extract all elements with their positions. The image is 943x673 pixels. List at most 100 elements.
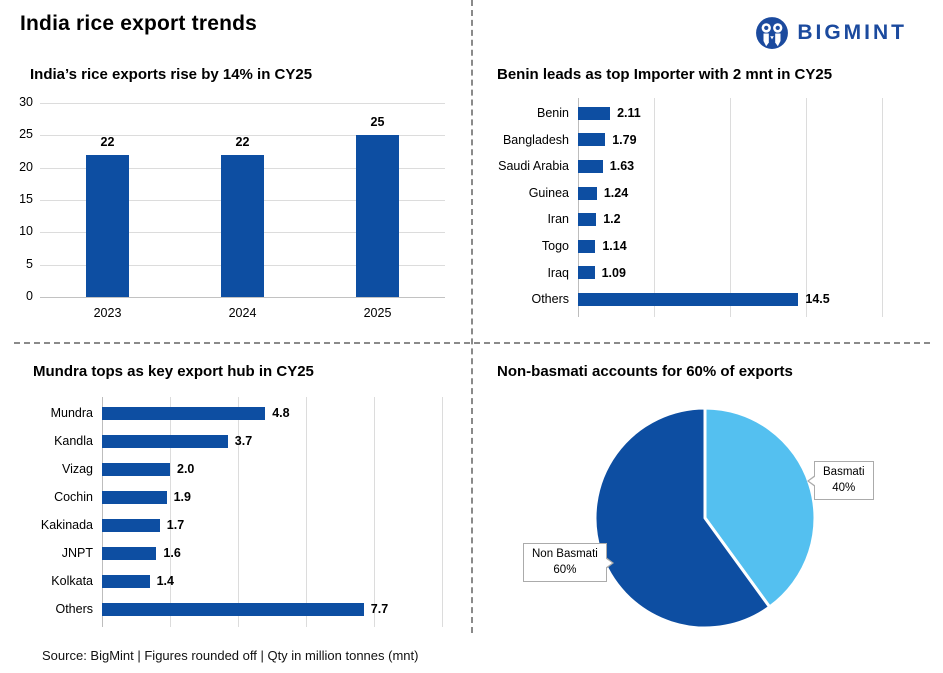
bar-value-label: 1.79 (612, 132, 637, 147)
vertical-divider (471, 0, 473, 633)
bar-value-label: 14.5 (805, 292, 830, 307)
gridline (654, 98, 655, 317)
y-tick-label: 10 (19, 224, 33, 239)
category-label-Others: Others (55, 602, 93, 616)
bar-Guinea (578, 186, 597, 200)
gridline (40, 103, 445, 104)
y-tick-label: 30 (19, 95, 33, 109)
category-label-Others: Others (531, 292, 569, 307)
bar-Iraq (578, 266, 595, 280)
bar-chart-top-importers: Benin 2.11 Bangladesh 1.79 Saudi Arabia 1.63 G… (497, 98, 927, 317)
category-label-Cochin: Cochin (54, 490, 93, 504)
bar-value-label: 1.24 (603, 185, 629, 200)
y-tick-label: 25 (19, 127, 33, 142)
bar-Vizag (102, 462, 170, 476)
bar-value-label: 1.4 (156, 574, 174, 588)
category-label-Saudi Arabia: Saudi Arabia (498, 159, 569, 174)
pie-callout-non-basmati-value: 60% (553, 563, 577, 576)
gridline (730, 98, 731, 317)
category-label-Iran: Iran (547, 212, 569, 227)
category-label-Vizag: Vizag (61, 462, 93, 476)
bar-Others (578, 293, 799, 306)
bar-2025 (356, 135, 399, 297)
bar-value-label: 4.8 (272, 406, 290, 420)
page-title: India rice export trends (20, 12, 258, 35)
chart-title-top-importers: Benin leads as top Importer with 2 mnt i… (497, 66, 833, 83)
bar-Others (102, 602, 364, 616)
chart-title-exports-by-year: India’s rice exports rise by 14% in CY25 (30, 66, 313, 83)
bar-Kakinada (102, 518, 160, 532)
bar-value-label: 1.14 (602, 239, 627, 253)
bar-value-label: 1.63 (609, 159, 635, 174)
chart-title-basmati-share: Non-basmati accounts for 60% of exports (497, 363, 793, 380)
gridline (374, 397, 375, 627)
y-tick-label: 0 (26, 289, 33, 303)
bar-value-label: 1.7 (166, 518, 185, 532)
category-label-Kandla: Kandla (54, 434, 93, 448)
x-tick-label: 2025 (363, 306, 392, 320)
y-tick-label: 15 (19, 192, 33, 206)
source-note: Source: BigMint | Figures rounded off | … (42, 648, 419, 663)
pie-callout-basmati-value: 40% (832, 481, 856, 494)
gridline (40, 297, 445, 298)
gridline (306, 397, 307, 627)
gridline (578, 98, 579, 317)
bar-value-label: 1.09 (601, 265, 626, 280)
bar-value-label: 2.11 (617, 106, 641, 120)
bar-Kandla (102, 434, 228, 448)
gridline (882, 98, 883, 317)
chart-title-export-hubs: Mundra tops as key export hub in CY25 (33, 363, 314, 380)
category-label-Bangladesh: Bangladesh (502, 132, 569, 147)
bar-value-label: 25 (370, 115, 385, 130)
bar-value-label: 1.6 (163, 546, 181, 560)
pie-callout-non-basmati: Non Basmati 60% (523, 543, 614, 583)
brand-name: BIGMINT (797, 21, 907, 44)
y-tick-label: 20 (19, 159, 33, 174)
bar-value-label: 2.0 (177, 462, 195, 476)
pie-chart-basmati-share (593, 406, 817, 630)
pie-callout-basmati: Basmati 40% (807, 461, 874, 501)
category-label-Mundra: Mundra (50, 406, 93, 420)
bar-Cochin (102, 490, 167, 504)
bar-Kolkata (102, 574, 150, 588)
bar-Benin (578, 106, 611, 120)
category-label-Togo: Togo (541, 239, 569, 253)
x-tick-label: 2024 (228, 306, 257, 320)
bar-value-label: 1.9 (173, 490, 191, 504)
bar-value-label: 3.7 (234, 434, 253, 448)
gridline (238, 397, 239, 627)
bar-value-label: 22 (235, 134, 250, 149)
category-label-Guinea: Guinea (528, 185, 569, 200)
pie-callout-basmati-label: Basmati (823, 466, 865, 478)
category-label-Iraq: Iraq (547, 265, 569, 280)
bar-Saudi Arabia (578, 160, 603, 173)
bar-value-label: 7.7 (370, 602, 389, 616)
bar-JNPT (102, 546, 157, 560)
horizontal-divider (14, 342, 930, 344)
category-label-Benin: Benin (537, 106, 569, 120)
bar-chart-export-hubs: Mundra 4.8 Kandla 3.7 Vizag 2.0 Cochin 1.9 Kakin… (33, 397, 463, 627)
gridline (102, 397, 103, 627)
gridline (806, 98, 807, 317)
bar-value-label: 22 (100, 134, 115, 149)
bigmint-logo-icon (756, 17, 789, 49)
pie-callout-non-basmati-label: Non Basmati (532, 548, 598, 560)
category-label-Kakinada: Kakinada (40, 518, 93, 532)
category-label-JNPT: JNPT (61, 546, 93, 560)
gridline (170, 397, 171, 627)
category-label-Kolkata: Kolkata (51, 574, 93, 588)
column-chart-exports-by-year: 0 5 10 15 20 25 30 22 2023 22 2024 25 2025 (19, 95, 445, 320)
x-tick-label: 2023 (93, 306, 122, 320)
bar-value-label: 1.2 (603, 212, 621, 227)
brand-logo: BIGMINT (755, 16, 907, 50)
bar-Mundra (102, 406, 266, 420)
gridline (442, 397, 443, 627)
y-tick-label: 5 (26, 256, 33, 271)
bar-Iran (578, 213, 597, 227)
bar-Bangladesh (578, 133, 606, 147)
bar-2024 (221, 154, 264, 297)
bar-Togo (578, 239, 596, 253)
bar-2023 (86, 154, 129, 297)
gridline (40, 135, 445, 137)
